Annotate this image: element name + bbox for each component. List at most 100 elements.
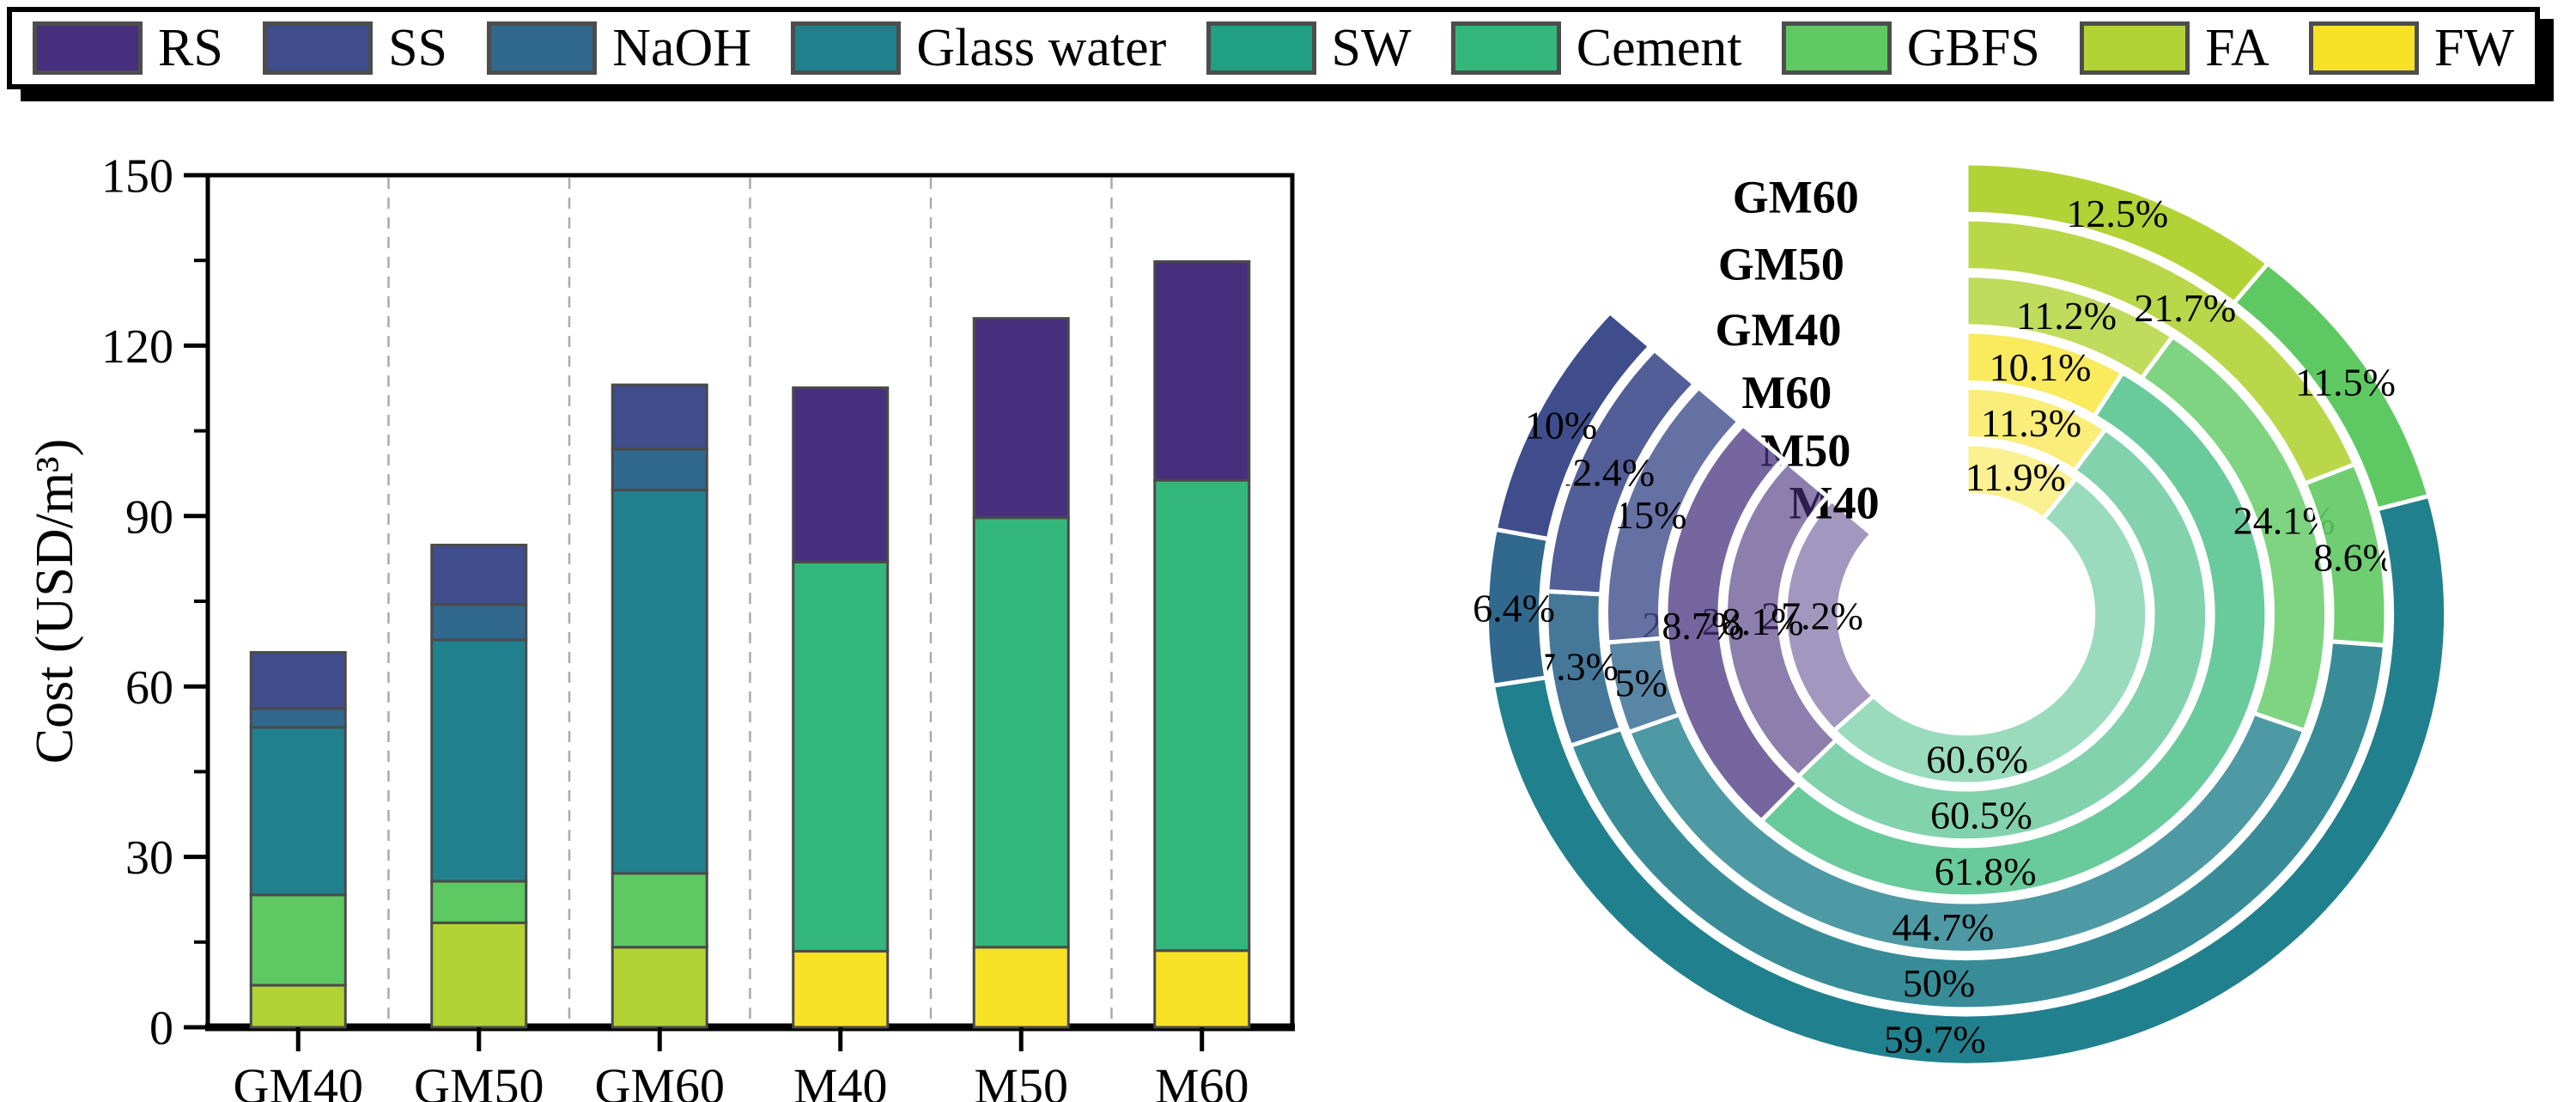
legend-swatch-Glass-water [791, 21, 902, 75]
legend-item-SW: SW [1206, 21, 1412, 75]
bar-segment-M50-Cement [972, 516, 1070, 949]
donut-segment-M50-Cement [1795, 427, 2210, 843]
legend-label: NaOH [612, 19, 752, 77]
legend-swatch-SS [263, 21, 374, 75]
bar-segment-GM40-GBFS [249, 893, 347, 987]
bar-segment-GM60-NaOH [611, 447, 708, 491]
x-tick-label-GM40: GM40 [234, 1058, 363, 1102]
bar-segment-GM40-NaOH [249, 707, 347, 729]
donut-label-GM60-Glass-water: 59.7% [1884, 1017, 1986, 1061]
bar-segment-M40-Cement [792, 560, 890, 953]
bar-segment-GM40-SS [249, 651, 347, 710]
figure-canvas: 0 30 60 90 120 150 GM40 GM50 GM60 M40 M50 M60 Cost (… [26, 150, 2449, 1102]
legend-item-RS: RS [33, 21, 223, 75]
bar-segment-GM50-NaOH [430, 603, 528, 642]
donut-label-GM40-NaOH: 5% [1615, 661, 1668, 705]
legend-label: RS [158, 19, 223, 77]
donut-ring-label-GM60: GM60 [1733, 171, 1859, 222]
legend-item-Glass-water: Glass water [791, 21, 1166, 75]
donut-segment-M40-RS [1783, 497, 1876, 734]
donut-label-GM60-FA: 12.5% [2066, 192, 2168, 235]
donut-segment-GM40-SS [1604, 385, 1741, 645]
y-tick-label: 120 [101, 320, 173, 374]
donut-label-GM40-Glass-water: 44.7% [1893, 905, 1995, 949]
donut-label-M60-Cement: 61.8% [1935, 849, 2037, 893]
y-tick-label: 60 [125, 661, 173, 715]
y-tick-label: 0 [149, 1002, 173, 1056]
bar-segment-M60-RS [1153, 260, 1251, 482]
donut-segment-GM50-Glass-water [1568, 639, 2387, 1012]
legend-item-FA: FA [2080, 21, 2269, 75]
bar-segment-M40-RS [792, 386, 890, 563]
bar-segment-GM60-Glass-water [611, 488, 708, 875]
x-tick-label-M40: M40 [793, 1058, 888, 1102]
donut-label-GM40-SS: 15% [1614, 493, 1686, 537]
bar-segment-M40-FW [792, 949, 890, 1029]
cost-bar-chart: 0 30 60 90 120 150 GM40 GM50 GM60 M40 M50 M60 Cost (… [26, 150, 1295, 1102]
donut-segment-M60-Cement [1759, 370, 2269, 899]
bar-segment-GM50-SS [430, 544, 528, 606]
legend-label: GBFS [1906, 19, 2040, 77]
donut-label-GM50-Glass-water: 50% [1903, 961, 1975, 1005]
legend-item-Cement: Cement [1450, 19, 1742, 77]
legend-swatch-Cement [1450, 21, 1561, 75]
bar-segment-GM60-GBFS [611, 872, 708, 949]
x-tick-label-GM50: GM50 [414, 1058, 544, 1102]
legend-label: FW [2433, 19, 2514, 77]
donut-ring-label-GM40: GM40 [1716, 304, 1842, 356]
bar-segment-GM50-GBFS [430, 880, 528, 924]
legend-swatch-FA [2080, 21, 2190, 75]
donut-label-GM60-GBFS: 11.5% [2295, 360, 2396, 404]
donut-segment-GM60-Glass-water [1491, 493, 2449, 1068]
x-tick-label-M60: M60 [1155, 1058, 1249, 1102]
y-tick-label: 90 [125, 490, 173, 544]
donut-label-GM50-NaOH: 7.3% [1536, 645, 1619, 689]
donut-label-M50-FW: 11.3% [1981, 401, 2081, 445]
legend-swatch-FW [2308, 21, 2419, 75]
donut-segment-M50-RS [1723, 460, 1838, 779]
donut-ring-label-M60: M60 [1741, 367, 1832, 418]
legend-label: Cement [1576, 19, 1742, 77]
y-tick-label: 30 [125, 831, 173, 885]
donut-label-GM50-GBFS: 8.6% [2313, 536, 2396, 580]
legend-label: FA [2205, 19, 2269, 77]
donut-segment-GM60-SS [1492, 310, 1653, 541]
legend-item-NaOH: NaOH [487, 21, 751, 75]
legend-label: SS [388, 19, 448, 77]
donut-label-M50-Cement: 60.5% [1930, 794, 2032, 837]
donut-label-M40-FW: 11.9% [1965, 455, 2066, 499]
donut-ring-label-GM50: GM50 [1718, 239, 1844, 290]
x-tick-label-GM60: GM60 [595, 1058, 725, 1102]
y-tick-label: 150 [101, 150, 173, 204]
legend-item-SS: SS [263, 21, 447, 75]
composition-donut-chart: 11.9%60.6%27.2%M4011.3%60.5%28.1%M5010.1… [1473, 161, 2449, 1068]
legend-swatch-SW [1206, 21, 1316, 75]
donut-segment-M40-Cement [1832, 476, 2150, 787]
bar-segment-GM60-SS [611, 383, 708, 451]
donut-label-GM40-FA: 11.2% [2016, 294, 2117, 338]
bar-segment-M50-RS [972, 317, 1070, 520]
donut-label-M40-Cement: 60.6% [1926, 737, 2028, 781]
legend-swatch-GBFS [1781, 21, 1892, 75]
bar-segment-M60-Cement [1153, 478, 1251, 953]
bar-segment-M60-FW [1153, 949, 1251, 1029]
donut-label-GM60-NaOH: 6.4% [1473, 587, 1555, 630]
legend-swatch-RS [33, 21, 143, 75]
bar-segment-GM40-FA [249, 983, 347, 1029]
bar-segment-GM50-Glass-water [430, 638, 528, 883]
donut-segment-GM50-SS [1545, 347, 1697, 597]
y-axis-title: Cost (USD/m³) [26, 439, 84, 764]
legend-swatch-NaOH [487, 21, 598, 75]
bar-segment-GM40-Glass-water [249, 726, 347, 897]
legend-label: SW [1331, 19, 1412, 77]
legend-item-FW: FW [2308, 19, 2514, 77]
donut-label-M60-FW: 10.1% [1990, 345, 2092, 389]
donut-segment-M60-RS [1663, 423, 1801, 824]
bar-segment-GM60-FA [611, 946, 708, 1029]
bar-segment-M50-FW [972, 946, 1070, 1029]
donut-label-GM60-SS: 10% [1525, 404, 1597, 447]
legend-label: Glass water [916, 19, 1167, 77]
legend-item-GBFS: GBFS [1781, 19, 2040, 77]
bar-segment-GM50-FA [430, 921, 528, 1029]
figure-legend: RS SS NaOH Glass water SW Cement GBFS FA FW [7, 7, 2540, 89]
